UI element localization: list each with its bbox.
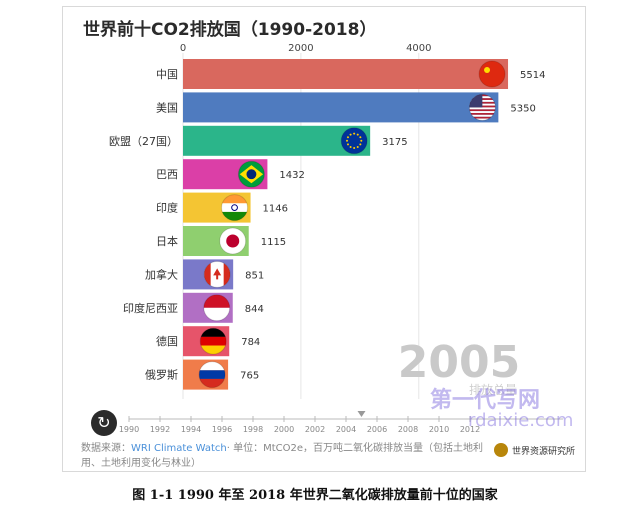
current-year-label: 2005 [398, 337, 520, 388]
canada-flag-icon [203, 260, 231, 288]
eu-flag-icon [340, 127, 368, 155]
value-label: 784 [241, 337, 260, 348]
source-link[interactable]: WRI Climate Watch [131, 443, 227, 454]
watermark-text: 第一代写网 [430, 388, 541, 413]
timeline-handle[interactable] [357, 411, 366, 417]
value-label: 5514 [520, 70, 545, 81]
current-year-subtitle: 排放总量 [469, 382, 517, 397]
source-suffix: · 单位：MtCO2e，百万吨二氧化碳排放当量（包括土地利用、土地利用变化与林业… [81, 443, 484, 469]
category-label: 巴西 [156, 168, 178, 181]
usa-flag-icon [468, 93, 496, 121]
timeline-year-label: 2010 [429, 425, 449, 434]
bar [183, 125, 371, 156]
timeline-year-label: 1996 [212, 425, 232, 434]
value-label: 5350 [510, 103, 535, 114]
figure-caption: 图 1-1 1990 年至 2018 年世界二氧化碳排放量前十位的国家 [132, 488, 498, 503]
x-tick-label: 4000 [406, 43, 431, 54]
source-prefix: 数据来源： [81, 443, 131, 454]
timeline-year-label: 1992 [150, 425, 170, 434]
value-label: 851 [245, 270, 264, 281]
x-tick-label: 0 [180, 43, 186, 54]
category-label: 印度 [156, 201, 178, 215]
timeline-year-label: 2012 [460, 425, 480, 434]
category-label: 印度尼西亚 [123, 301, 178, 315]
watermark-url: rdaixie.com [468, 410, 574, 431]
chart-title: 世界前十CO2排放国（1990-2018） [83, 20, 377, 40]
bar-chart: 0 2000 4000 中国 5514 美国 5350 欧盟（27国） 3175 巴西 1432 印… [109, 43, 563, 434]
category-label: 中国 [156, 68, 178, 81]
chart-card: 世界前十CO2排放国（1990-2018） 0 2000 4000 中国 5514 美国… [62, 6, 586, 472]
replay-button[interactable]: ↻ [91, 410, 117, 436]
category-label: 日本 [156, 234, 178, 248]
bar [183, 59, 509, 89]
source-note: 数据来源：WRI Climate Watch· 单位：MtCO2e，百万吨二氧化… [81, 441, 501, 471]
india-flag-icon [221, 194, 249, 222]
brazil-flag-icon [237, 160, 265, 188]
category-label: 欧盟（27国） [109, 135, 178, 148]
timeline-year-label: 2000 [274, 425, 294, 434]
category-label: 俄罗斯 [145, 369, 178, 382]
wri-logo-text: 世界资源研究所 [511, 446, 575, 457]
timeline-year-label: 1998 [243, 425, 263, 434]
value-label: 844 [245, 304, 264, 315]
china-flag-icon [478, 60, 506, 88]
japan-flag-icon [219, 227, 247, 255]
wri-logo-icon [493, 443, 508, 457]
germany-flag-icon [199, 327, 227, 355]
timeline-year-label: 2008 [398, 425, 418, 434]
timeline-year-label: 1990 [119, 425, 139, 434]
value-label: 1146 [263, 204, 288, 215]
value-label: 1432 [279, 170, 304, 181]
category-label: 美国 [156, 101, 178, 114]
value-label: 1115 [261, 237, 286, 248]
bar [183, 92, 499, 123]
timeline-year-label: 2004 [336, 425, 356, 434]
category-label: 加拿大 [145, 267, 178, 281]
russia-flag-icon [198, 361, 226, 389]
timeline-year-label: 2002 [305, 425, 325, 434]
timeline-year-label: 2006 [367, 425, 387, 434]
x-tick-label: 2000 [288, 43, 313, 54]
replay-icon: ↻ [97, 413, 111, 432]
indonesia-flag-icon [203, 294, 231, 322]
timeline-year-label: 1994 [181, 425, 201, 434]
value-label: 765 [240, 371, 259, 382]
value-label: 3175 [382, 137, 407, 148]
category-label: 德国 [156, 334, 178, 348]
wri-logo: 世界资源研究所 [493, 443, 575, 457]
